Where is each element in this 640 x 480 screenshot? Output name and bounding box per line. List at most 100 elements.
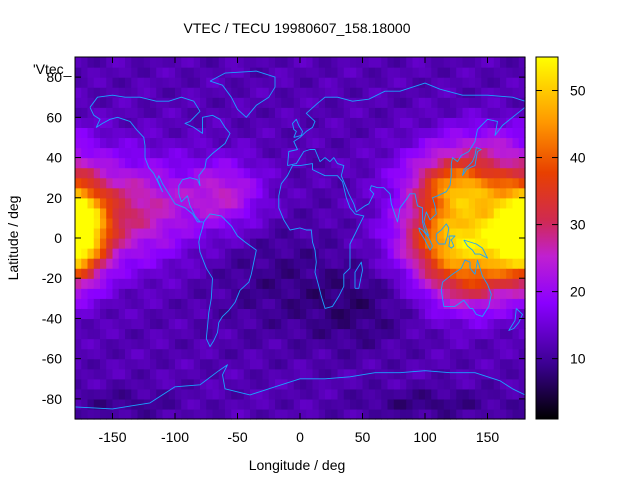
- heatmap-cell: [306, 308, 314, 320]
- heatmap-cell: [100, 207, 107, 219]
- heatmap-cell: [343, 348, 351, 360]
- heatmap-cell: [512, 408, 520, 420]
- heatmap-cell: [318, 87, 326, 98]
- heatmap-cell: [418, 137, 426, 149]
- heatmap-cell: [512, 177, 520, 189]
- heatmap-cell: [512, 117, 520, 128]
- heatmap-cell: [300, 298, 307, 309]
- heatmap-cell: [168, 57, 176, 68]
- heatmap-cell: [425, 348, 432, 360]
- heatmap-cell: [412, 278, 420, 289]
- heatmap-cell: [268, 97, 276, 108]
- heatmap-cell: [87, 338, 95, 350]
- heatmap-cell: [287, 328, 295, 340]
- heatmap-cell: [418, 288, 426, 299]
- heatmap-cell: [431, 408, 439, 420]
- heatmap-cell: [393, 147, 401, 159]
- heatmap-cell: [262, 368, 270, 380]
- coast-new-guinea: [463, 239, 488, 259]
- heatmap-cell: [443, 177, 451, 189]
- heatmap-cell: [362, 248, 370, 259]
- heatmap-cell: [250, 147, 257, 159]
- heatmap-cell: [243, 227, 251, 239]
- heatmap-cell: [312, 288, 320, 299]
- heatmap-cell: [512, 238, 520, 249]
- heatmap-cell: [293, 127, 301, 139]
- heatmap-cell: [356, 107, 364, 118]
- heatmap-cell: [275, 107, 282, 118]
- heatmap-cell: [462, 127, 470, 139]
- heatmap-cell: [150, 368, 157, 380]
- heatmap-cell: [475, 117, 482, 128]
- heatmap-cell: [475, 167, 482, 179]
- heatmap-cell: [125, 268, 132, 279]
- heatmap-cell: [412, 127, 420, 139]
- heatmap-cell: [443, 207, 451, 219]
- heatmap-cell: [143, 207, 151, 219]
- colorbar-tick-label: 40: [570, 150, 586, 166]
- heatmap-cell: [381, 338, 389, 350]
- heatmap-cell: [162, 127, 170, 139]
- heatmap-cell: [475, 318, 482, 330]
- heatmap-cell: [187, 97, 195, 108]
- heatmap-cell: [175, 408, 182, 420]
- heatmap-cell: [393, 227, 401, 239]
- heatmap-cell: [356, 67, 364, 78]
- heatmap-cell: [231, 167, 239, 179]
- heatmap-cell: [468, 328, 476, 340]
- heatmap-cell: [468, 67, 476, 78]
- heatmap-cell: [225, 137, 232, 149]
- heatmap-cell: [393, 187, 401, 199]
- heatmap-cell: [106, 328, 114, 340]
- heatmap-cell: [106, 67, 114, 78]
- heatmap-cell: [418, 248, 426, 259]
- heatmap-cell: [431, 107, 439, 118]
- heatmap-cell: [150, 177, 157, 189]
- heatmap-cell: [293, 57, 301, 68]
- heatmap-cell: [431, 157, 439, 169]
- heatmap-cell: [437, 288, 445, 299]
- heatmap-cell: [487, 278, 495, 289]
- heatmap-cell: [175, 87, 182, 98]
- heatmap-cell: [443, 67, 451, 78]
- heatmap-cell: [456, 288, 464, 299]
- heatmap-cell: [306, 57, 314, 68]
- heatmap-cell: [468, 348, 476, 360]
- heatmap-cell: [450, 57, 457, 68]
- heatmap-cell: [362, 318, 370, 330]
- heatmap-cell: [506, 298, 514, 309]
- heatmap-cell: [156, 348, 164, 360]
- heatmap-cell: [506, 268, 514, 279]
- heatmap-cell: [162, 157, 170, 169]
- heatmap-cell: [425, 57, 432, 68]
- heatmap-cell: [487, 227, 495, 239]
- heatmap-cell: [75, 318, 82, 330]
- heatmap-cell: [306, 217, 314, 229]
- heatmap-cell: [93, 217, 101, 229]
- heatmap-cell: [512, 388, 520, 400]
- heatmap-cell: [506, 137, 514, 149]
- heatmap-cell: [118, 378, 126, 390]
- heatmap-cell: [131, 77, 139, 88]
- heatmap-cell: [331, 157, 339, 169]
- heatmap-cell: [137, 197, 145, 209]
- heatmap-cell: [481, 107, 489, 118]
- heatmap-cell: [487, 207, 495, 219]
- heatmap-cell: [81, 408, 89, 420]
- heatmap-cell: [331, 308, 339, 320]
- heatmap-cell: [518, 207, 526, 219]
- heatmap-cell: [137, 87, 145, 98]
- heatmap-cell: [406, 107, 414, 118]
- heatmap-cell: [200, 288, 207, 299]
- heatmap-cell: [412, 328, 420, 340]
- heatmap-cell: [156, 127, 164, 139]
- heatmap-cell: [506, 87, 514, 98]
- heatmap-cell: [318, 227, 326, 239]
- heatmap-cell: [206, 258, 214, 269]
- heatmap-cell: [87, 227, 95, 239]
- heatmap-cell: [350, 157, 357, 169]
- heatmap-cell: [193, 238, 201, 249]
- heatmap-cell: [368, 177, 376, 189]
- heatmap-cell: [225, 338, 232, 350]
- heatmap-cell: [231, 147, 239, 159]
